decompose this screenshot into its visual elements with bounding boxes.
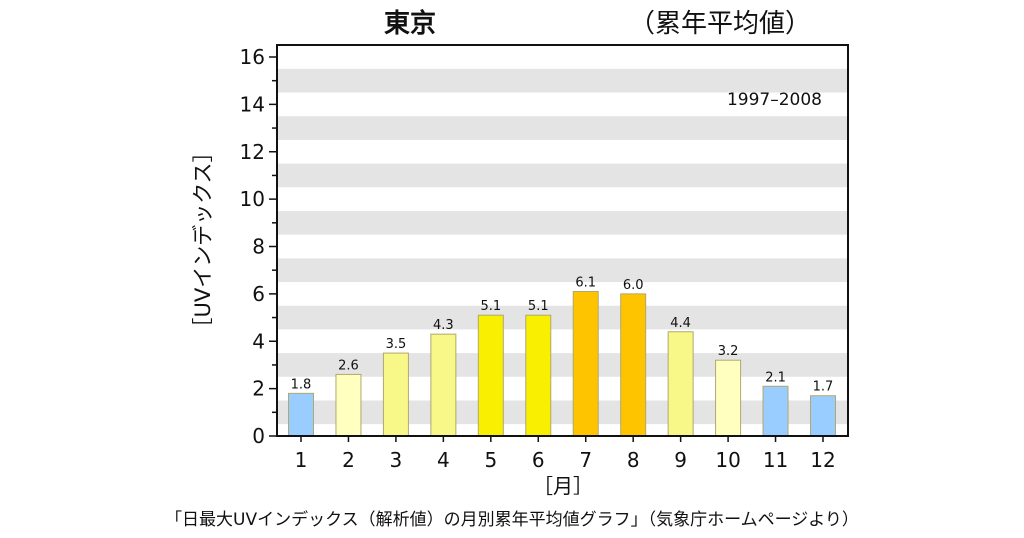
y-tick-label: 6 bbox=[252, 282, 265, 306]
chart-subtitle: （累年平均値） bbox=[629, 9, 811, 39]
x-tick-label: 12 bbox=[810, 448, 835, 472]
bar bbox=[525, 314, 552, 437]
grid-band bbox=[277, 163, 848, 188]
bars: 1.8 2.6 3.5 4.3 5.1 5.1 6.1 6.0 4.4 3.2 2.1 1.7 bbox=[288, 276, 836, 437]
data-label: 1.8 bbox=[291, 377, 312, 392]
grid-band bbox=[277, 400, 848, 425]
bar bbox=[762, 385, 789, 437]
y-tick-label: 8 bbox=[252, 235, 265, 259]
caption: 「日最大UVインデックス（解析値）の月別累年平均値グラフ」（気象庁ホームページよ… bbox=[165, 509, 859, 530]
bar bbox=[382, 352, 409, 437]
data-label: 5.1 bbox=[480, 299, 501, 314]
bar bbox=[715, 359, 742, 437]
x-tick-label: 8 bbox=[627, 448, 640, 472]
bar bbox=[288, 392, 314, 437]
x-tick-label: 11 bbox=[763, 448, 788, 472]
data-label: 5.1 bbox=[528, 299, 549, 314]
grid-band bbox=[277, 68, 848, 93]
y-tick-label: 16 bbox=[240, 45, 265, 69]
bar bbox=[620, 293, 647, 437]
grid-band bbox=[277, 353, 848, 377]
bar bbox=[430, 333, 457, 437]
x-tick-label: 4 bbox=[437, 448, 450, 472]
y-axis-label: ［UVインデックス］ bbox=[191, 141, 215, 338]
x-tick-label: 10 bbox=[715, 448, 740, 472]
data-label: 6.0 bbox=[623, 278, 644, 293]
y-tick-label: 0 bbox=[252, 424, 265, 448]
grid-band bbox=[277, 258, 848, 283]
bar bbox=[572, 291, 599, 437]
chart-title: 東京 bbox=[384, 8, 436, 39]
bar bbox=[335, 373, 362, 437]
grid-bands bbox=[277, 68, 848, 425]
y-tick-label: 10 bbox=[240, 187, 265, 211]
bar bbox=[810, 395, 836, 437]
x-tick-label: 7 bbox=[579, 448, 592, 472]
grid-band bbox=[277, 210, 848, 235]
x-tick-label: 1 bbox=[295, 448, 308, 472]
data-label: 6.1 bbox=[575, 276, 596, 291]
grid-band bbox=[277, 305, 848, 330]
x-tick-label: 9 bbox=[674, 448, 687, 472]
y-tick-label: 14 bbox=[240, 92, 265, 116]
x-axis-label: ［月］ bbox=[533, 474, 593, 498]
data-label: 3.2 bbox=[718, 344, 739, 359]
grid-band bbox=[277, 116, 848, 140]
data-label: 1.7 bbox=[813, 380, 834, 395]
y-tick-label: 2 bbox=[252, 377, 265, 401]
x-tick-label: 3 bbox=[390, 448, 403, 472]
data-label: 2.1 bbox=[765, 370, 786, 385]
data-label: 4.3 bbox=[433, 318, 454, 333]
y-tick-label: 4 bbox=[252, 329, 265, 353]
x-tick-label: 2 bbox=[342, 448, 355, 472]
x-tick-label: 5 bbox=[484, 448, 497, 472]
data-label: 2.6 bbox=[338, 358, 359, 373]
data-label: 4.4 bbox=[670, 316, 691, 331]
x-tick-label: 6 bbox=[532, 448, 545, 472]
bar bbox=[667, 331, 694, 437]
bar bbox=[477, 314, 504, 437]
y-tick-label: 12 bbox=[240, 140, 265, 164]
data-label: 3.5 bbox=[386, 337, 407, 352]
plot-frame bbox=[276, 44, 849, 437]
period-label: 1997–2008 bbox=[727, 90, 822, 110]
